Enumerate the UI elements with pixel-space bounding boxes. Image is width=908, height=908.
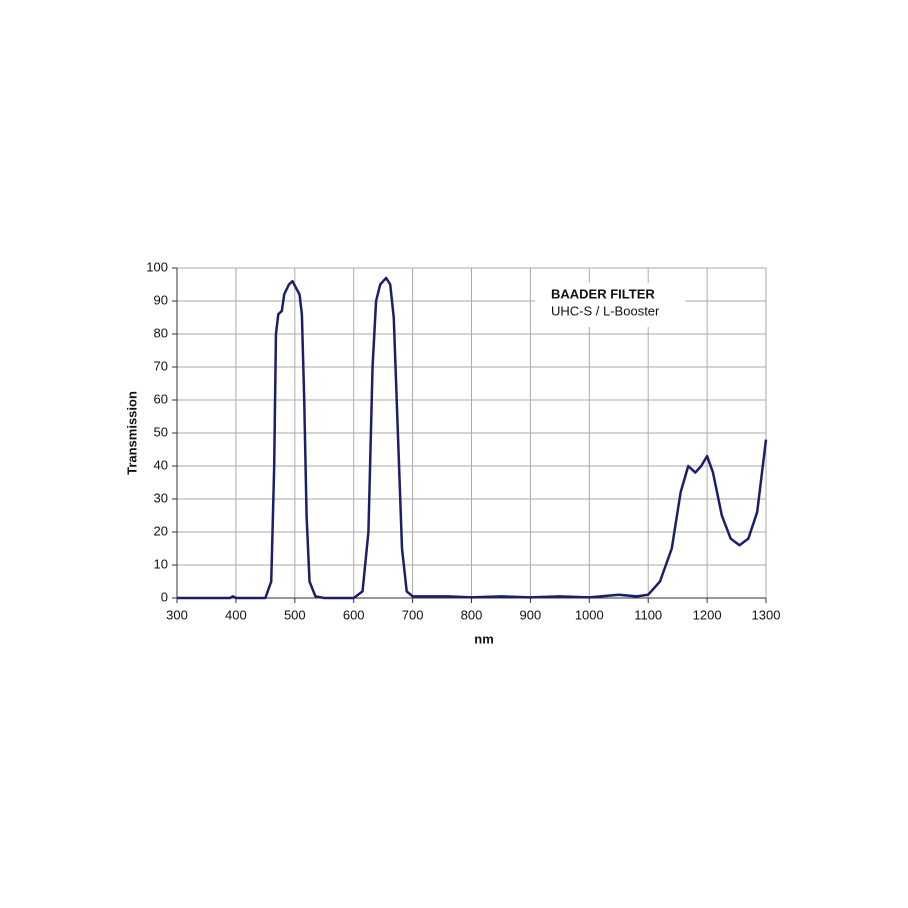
x-tick-label: 1200 bbox=[693, 607, 722, 622]
x-tick-label: 300 bbox=[166, 607, 188, 622]
y-tick-label: 0 bbox=[161, 589, 168, 604]
x-tick-label: 400 bbox=[225, 607, 247, 622]
x-tick-label: 700 bbox=[402, 607, 424, 622]
y-tick-label: 60 bbox=[154, 391, 168, 406]
x-tick-label: 600 bbox=[343, 607, 365, 622]
y-tick-label: 100 bbox=[146, 259, 168, 274]
title-box bbox=[535, 283, 685, 327]
x-axis-label: nm bbox=[474, 631, 494, 646]
data-line bbox=[177, 276, 768, 600]
x-tick-label: 500 bbox=[284, 607, 306, 622]
y-tick-label: 50 bbox=[154, 424, 168, 439]
y-tick-label: 80 bbox=[154, 325, 168, 340]
y-tick-label: 10 bbox=[154, 556, 168, 571]
y-tick-label: 70 bbox=[154, 358, 168, 373]
chart-subtitle: UHC-S / L-Booster bbox=[551, 303, 660, 318]
x-tick-label: 1000 bbox=[575, 607, 604, 622]
chart-title: BAADER FILTER bbox=[551, 286, 655, 301]
y-axis-label: Transmission bbox=[124, 391, 139, 475]
x-tick-label: 1300 bbox=[752, 607, 781, 622]
y-tick-label: 40 bbox=[154, 457, 168, 472]
x-tick-label: 900 bbox=[520, 607, 542, 622]
x-tick-label: 1100 bbox=[634, 607, 662, 622]
x-tick-label: 800 bbox=[461, 607, 483, 622]
y-tick-label: 20 bbox=[154, 523, 168, 538]
y-tick-label: 30 bbox=[154, 490, 168, 505]
y-tick-label: 90 bbox=[154, 292, 168, 307]
